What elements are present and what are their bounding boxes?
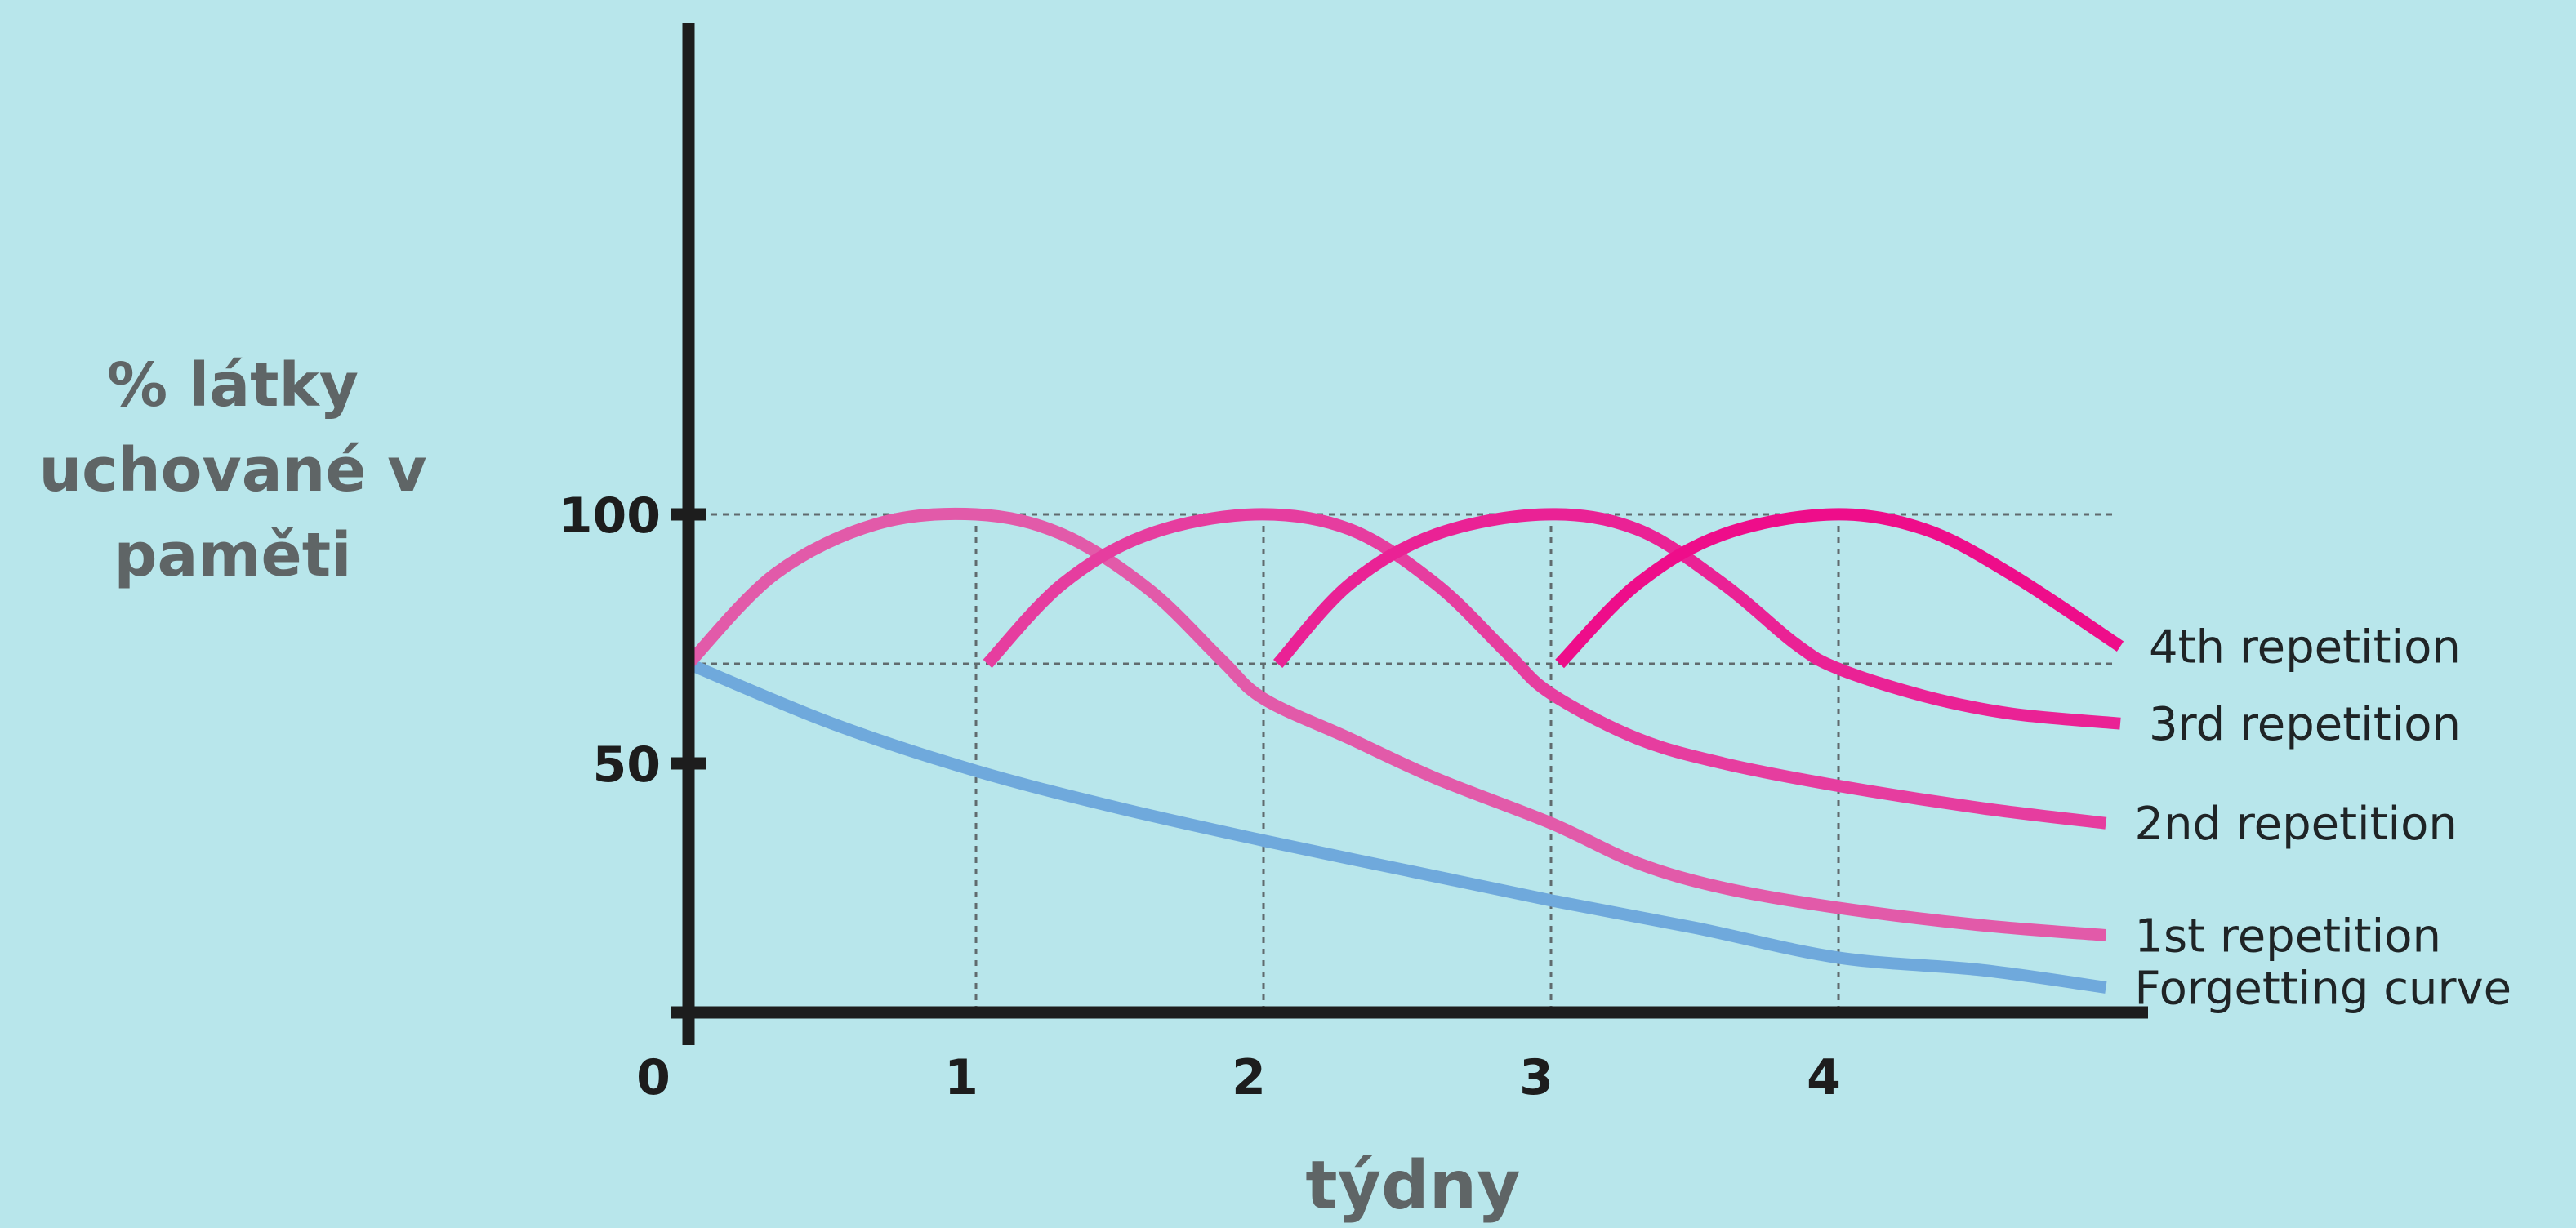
series-lines: [684, 507, 2124, 994]
y-tick-label-50: 50: [593, 736, 662, 794]
series-line-1st-repetition: [684, 507, 2107, 941]
series-label-forgetting-curve: Forgetting curve: [2134, 963, 2511, 1016]
series-line-2nd-repetition: [983, 508, 2107, 830]
reference-lines: [689, 513, 2115, 1012]
axes: [671, 23, 2148, 1045]
x-axis-title: týdny: [1305, 1147, 1521, 1225]
series-line-forgetting-curve: [686, 658, 2107, 994]
x-tick-label-4: 4: [1807, 1049, 1841, 1106]
y-axis-title-line-1: % látky: [106, 350, 359, 420]
x-tick-label-0: 0: [636, 1049, 671, 1106]
y-axis-title-line-2: uchované v: [38, 435, 427, 505]
series-label-3rd-repetition: 3rd repetition: [2149, 698, 2461, 751]
y-axis-title: % látky uchované v paměti: [0, 343, 466, 598]
x-tick-label-3: 3: [1519, 1049, 1553, 1106]
series-line-3rd-repetition: [1272, 508, 2121, 730]
series-label-1st-repetition: 1st repetition: [2134, 910, 2441, 963]
y-tick-label-100: 100: [559, 487, 661, 545]
x-tick-label-2: 2: [1232, 1049, 1266, 1106]
tick-labels: 50 100 0 1 2 3 4: [559, 487, 1841, 1106]
series-line-4th-repetition: [1555, 508, 2124, 669]
series-label-4th-repetition: 4th repetition: [2149, 621, 2461, 674]
y-axis-title-line-3: paměti: [114, 520, 352, 590]
series-label-2nd-repetition: 2nd repetition: [2134, 798, 2458, 851]
x-tick-label-1: 1: [944, 1049, 978, 1106]
